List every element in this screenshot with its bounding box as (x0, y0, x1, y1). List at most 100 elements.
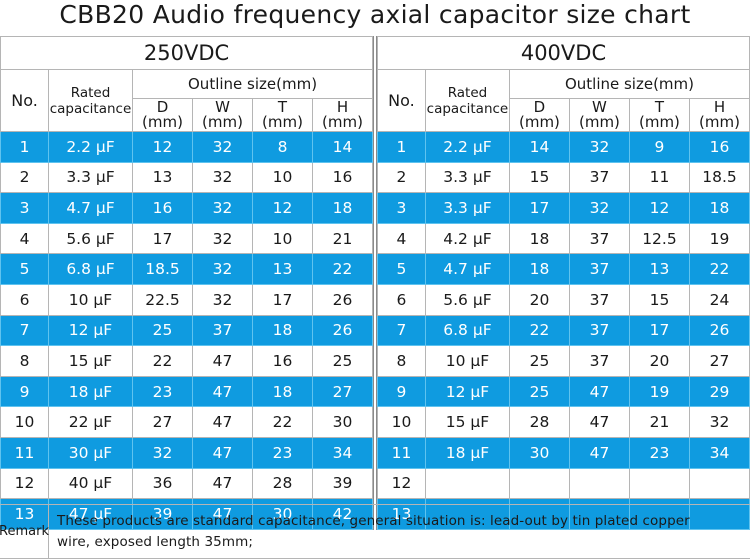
remark-line-2: wire, exposed length 35mm; (57, 534, 253, 550)
cell-no: 6 (376, 283, 426, 316)
cell-w: 37 (568, 161, 630, 194)
cell-t: 30 (252, 498, 313, 530)
cell-t: 13 (252, 253, 313, 285)
header-h-label: H (336, 98, 349, 116)
cell-no: 12 (0, 467, 49, 500)
cell-w: 32 (192, 131, 253, 163)
table-row: 4 4.2 μF 18 37 12.5 19 (376, 222, 750, 255)
cell-d: 13 (132, 161, 193, 194)
header-d: D (mm) (132, 98, 193, 132)
cell-w: 47 (192, 345, 253, 377)
cell-d: 22 (132, 345, 193, 377)
cell-d: 39 (132, 498, 193, 530)
cell-h: 26 (311, 314, 374, 347)
header-d: D (mm) (508, 98, 570, 132)
cell-h (688, 498, 750, 530)
cell-d: 23 (132, 375, 193, 408)
cell-d: 22.5 (132, 283, 193, 316)
cell-t (628, 467, 690, 500)
cell-d: 12 (132, 131, 193, 163)
remark-text: These products are standard capacitance,… (49, 505, 750, 558)
header-h-unit: (mm) (322, 113, 363, 131)
cell-h: 16 (688, 131, 750, 163)
header-t-label: T (654, 98, 665, 116)
cell-no: 7 (376, 314, 426, 347)
cell-h: 26 (311, 283, 374, 316)
cell-h: 27 (688, 345, 750, 377)
cell-no: 5 (376, 253, 426, 285)
cell-t: 18 (252, 314, 313, 347)
voltage-heading: 400VDC (376, 36, 750, 70)
cell-t: 10 (252, 222, 313, 255)
cell-no: 2 (0, 161, 49, 194)
cell-w: 47 (192, 467, 253, 500)
header-rated-line1: Rated (447, 84, 488, 101)
cell-t: 23 (628, 436, 690, 469)
cell-h: 14 (311, 131, 374, 163)
cell-no: 6 (0, 283, 49, 316)
table-row: 2 3.3 μF 15 37 11 18.5 (376, 161, 750, 194)
cell-no: 11 (0, 436, 49, 469)
cell-d: 22 (508, 314, 570, 347)
cell-h: 18 (688, 192, 750, 224)
cell-t: 12 (252, 192, 313, 224)
header-d-label: D (533, 98, 546, 116)
table-row: 6 10 μF 22.5 32 17 26 (0, 283, 374, 316)
cell-capacitance: 4.7 μF (48, 192, 133, 224)
table-row: 12 (376, 467, 750, 500)
cell-capacitance: 3.3 μF (424, 192, 510, 224)
cell-h: 22 (311, 253, 374, 285)
cell-w: 32 (192, 222, 253, 255)
cell-no: 11 (376, 436, 426, 469)
cell-h: 22 (688, 253, 750, 285)
cell-t: 23 (252, 436, 313, 469)
table-body: 1 2.2 μF 14 32 9 16 2 3.3 μF 15 37 11 18.5 3 3.3 μF 17… (376, 131, 750, 530)
cell-capacitance: 5.6 μF (424, 283, 510, 316)
cell-w: 47 (192, 498, 253, 530)
cell-t: 18 (252, 375, 313, 408)
cell-no: 8 (376, 345, 426, 377)
cell-t: 9 (628, 131, 690, 163)
header-w-unit: (mm) (202, 113, 243, 131)
cell-w: 47 (568, 406, 630, 438)
cell-t: 15 (628, 283, 690, 316)
voltage-heading: 250VDC (0, 36, 374, 70)
cell-h: 29 (688, 375, 750, 408)
cell-capacitance: 30 μF (48, 436, 133, 469)
cell-w: 47 (568, 375, 630, 408)
cell-w: 47 (568, 436, 630, 469)
cell-capacitance: 3.3 μF (48, 161, 133, 194)
table-body: 1 2.2 μF 12 32 8 14 2 3.3 μF 13 32 10 16 3 4.7 μF 16 32… (0, 131, 374, 530)
cell-capacitance: 18 μF (424, 436, 510, 469)
chart-title: CBB20 Audio frequency axial capacitor si… (59, 0, 691, 29)
cell-no: 8 (0, 345, 49, 377)
cell-capacitance: 15 μF (48, 345, 133, 377)
cell-capacitance: 40 μF (48, 467, 133, 500)
cell-w: 37 (568, 345, 630, 377)
cell-no: 5 (0, 253, 49, 285)
cell-d: 32 (132, 436, 193, 469)
cell-h: 19 (688, 222, 750, 255)
table-row: 1 2.2 μF 14 32 9 16 (376, 131, 750, 163)
cell-d: 20 (508, 283, 570, 316)
cell-no: 12 (376, 467, 426, 500)
cell-w: 32 (192, 283, 253, 316)
cell-h: 24 (688, 283, 750, 316)
header-h-unit: (mm) (699, 113, 740, 131)
cell-d: 30 (508, 436, 570, 469)
remark-line-1: These products are standard capacitance,… (57, 513, 690, 529)
cell-w: 47 (192, 406, 253, 438)
cell-h: 34 (688, 436, 750, 469)
cell-t: 17 (252, 283, 313, 316)
cell-h: 39 (311, 467, 374, 500)
table-row: 1 2.2 μF 12 32 8 14 (0, 131, 374, 163)
cell-no: 2 (376, 161, 426, 194)
cell-capacitance: 5.6 μF (48, 222, 133, 255)
header-t: T (mm) (628, 98, 690, 132)
cell-no: 1 (376, 131, 426, 163)
remark-row: Remark These products are standard capac… (0, 504, 750, 559)
cell-t: 11 (628, 161, 690, 194)
cell-no: 4 (0, 222, 49, 255)
header-outline-size: Outline size(mm) (131, 69, 374, 99)
cell-h: 27 (311, 375, 374, 408)
